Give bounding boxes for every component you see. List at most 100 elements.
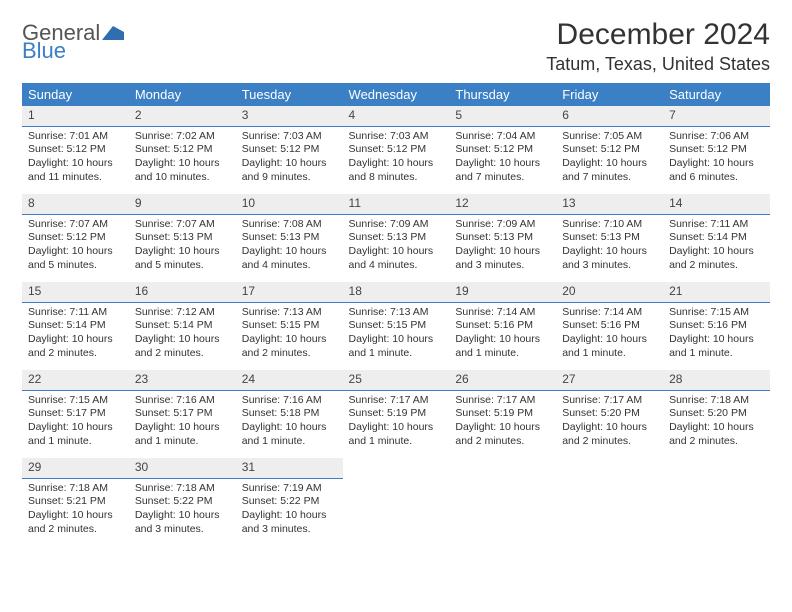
day-number: 8 <box>22 194 129 215</box>
calendar-cell: 21Sunrise: 7:15 AMSunset: 5:16 PMDayligh… <box>663 282 770 370</box>
day-line: Sunrise: 7:07 AM <box>28 218 123 232</box>
day-number: 20 <box>556 282 663 303</box>
day-line: Sunrise: 7:15 AM <box>669 306 764 320</box>
day-line: and 1 minute. <box>349 435 444 449</box>
calendar-cell: 7Sunrise: 7:06 AMSunset: 5:12 PMDaylight… <box>663 106 770 194</box>
day-line: Daylight: 10 hours <box>562 421 657 435</box>
day-number: 19 <box>449 282 556 303</box>
day-line: Daylight: 10 hours <box>455 421 550 435</box>
day-line: and 2 minutes. <box>242 347 337 361</box>
day-line: Sunset: 5:13 PM <box>349 231 444 245</box>
day-line: Sunrise: 7:11 AM <box>669 218 764 232</box>
calendar-cell: 12Sunrise: 7:09 AMSunset: 5:13 PMDayligh… <box>449 194 556 282</box>
day-line: Sunrise: 7:06 AM <box>669 130 764 144</box>
day-line: and 5 minutes. <box>135 259 230 273</box>
calendar-cell: 16Sunrise: 7:12 AMSunset: 5:14 PMDayligh… <box>129 282 236 370</box>
calendar-row: 29Sunrise: 7:18 AMSunset: 5:21 PMDayligh… <box>22 458 770 546</box>
day-line: and 2 minutes. <box>28 523 123 537</box>
logo-shape-icon <box>102 22 124 44</box>
day-line: and 2 minutes. <box>669 435 764 449</box>
day-text: Sunrise: 7:16 AMSunset: 5:18 PMDaylight:… <box>236 391 343 451</box>
weekday-header-row: Sunday Monday Tuesday Wednesday Thursday… <box>22 83 770 106</box>
day-text: Sunrise: 7:11 AMSunset: 5:14 PMDaylight:… <box>663 215 770 275</box>
day-line: and 2 minutes. <box>135 347 230 361</box>
day-line: Sunrise: 7:08 AM <box>242 218 337 232</box>
day-text: Sunrise: 7:06 AMSunset: 5:12 PMDaylight:… <box>663 127 770 187</box>
day-number: 18 <box>343 282 450 303</box>
calendar-row: 1Sunrise: 7:01 AMSunset: 5:12 PMDaylight… <box>22 106 770 194</box>
calendar-row: 8Sunrise: 7:07 AMSunset: 5:12 PMDaylight… <box>22 194 770 282</box>
day-text: Sunrise: 7:15 AMSunset: 5:16 PMDaylight:… <box>663 303 770 363</box>
day-number: 10 <box>236 194 343 215</box>
calendar-cell <box>343 458 450 546</box>
day-line: Sunrise: 7:17 AM <box>349 394 444 408</box>
location: Tatum, Texas, United States <box>546 54 770 75</box>
day-number: 2 <box>129 106 236 127</box>
calendar-cell <box>449 458 556 546</box>
day-line: Sunset: 5:13 PM <box>135 231 230 245</box>
day-text: Sunrise: 7:07 AMSunset: 5:12 PMDaylight:… <box>22 215 129 275</box>
day-text: Sunrise: 7:02 AMSunset: 5:12 PMDaylight:… <box>129 127 236 187</box>
day-line: Daylight: 10 hours <box>669 157 764 171</box>
day-line: Sunset: 5:20 PM <box>562 407 657 421</box>
day-line: Sunrise: 7:10 AM <box>562 218 657 232</box>
day-line: and 1 minute. <box>669 347 764 361</box>
day-line: Sunset: 5:17 PM <box>135 407 230 421</box>
day-line: Sunset: 5:12 PM <box>669 143 764 157</box>
day-line: and 3 minutes. <box>562 259 657 273</box>
day-line: Sunrise: 7:05 AM <box>562 130 657 144</box>
day-line: Sunrise: 7:04 AM <box>455 130 550 144</box>
day-text: Sunrise: 7:03 AMSunset: 5:12 PMDaylight:… <box>343 127 450 187</box>
day-number: 5 <box>449 106 556 127</box>
day-line: and 7 minutes. <box>455 171 550 185</box>
calendar-cell: 30Sunrise: 7:18 AMSunset: 5:22 PMDayligh… <box>129 458 236 546</box>
day-line: Sunset: 5:13 PM <box>562 231 657 245</box>
day-line: Daylight: 10 hours <box>242 245 337 259</box>
calendar-cell: 23Sunrise: 7:16 AMSunset: 5:17 PMDayligh… <box>129 370 236 458</box>
day-line: Daylight: 10 hours <box>242 157 337 171</box>
day-line: Sunrise: 7:03 AM <box>349 130 444 144</box>
day-line: Sunrise: 7:12 AM <box>135 306 230 320</box>
day-number: 15 <box>22 282 129 303</box>
calendar-cell: 8Sunrise: 7:07 AMSunset: 5:12 PMDaylight… <box>22 194 129 282</box>
day-line: Daylight: 10 hours <box>349 421 444 435</box>
day-text: Sunrise: 7:18 AMSunset: 5:21 PMDaylight:… <box>22 479 129 539</box>
calendar-cell: 22Sunrise: 7:15 AMSunset: 5:17 PMDayligh… <box>22 370 129 458</box>
day-line: and 2 minutes. <box>28 347 123 361</box>
day-line: Sunset: 5:13 PM <box>455 231 550 245</box>
day-line: and 5 minutes. <box>28 259 123 273</box>
day-line: and 4 minutes. <box>242 259 337 273</box>
day-number: 6 <box>556 106 663 127</box>
day-line: Sunrise: 7:09 AM <box>455 218 550 232</box>
header: General Blue December 2024 Tatum, Texas,… <box>22 18 770 75</box>
day-line: Sunrise: 7:18 AM <box>28 482 123 496</box>
day-line: and 1 minute. <box>349 347 444 361</box>
day-line: and 1 minute. <box>562 347 657 361</box>
calendar-cell: 5Sunrise: 7:04 AMSunset: 5:12 PMDaylight… <box>449 106 556 194</box>
day-line: Sunset: 5:16 PM <box>562 319 657 333</box>
day-line: Sunset: 5:17 PM <box>28 407 123 421</box>
day-text: Sunrise: 7:18 AMSunset: 5:22 PMDaylight:… <box>129 479 236 539</box>
day-line: Sunrise: 7:17 AM <box>455 394 550 408</box>
day-line: and 4 minutes. <box>349 259 444 273</box>
day-line: Sunset: 5:16 PM <box>455 319 550 333</box>
day-line: and 11 minutes. <box>28 171 123 185</box>
weekday-header: Tuesday <box>236 83 343 106</box>
calendar-cell: 28Sunrise: 7:18 AMSunset: 5:20 PMDayligh… <box>663 370 770 458</box>
calendar-cell: 11Sunrise: 7:09 AMSunset: 5:13 PMDayligh… <box>343 194 450 282</box>
day-line: Sunrise: 7:13 AM <box>242 306 337 320</box>
day-number: 12 <box>449 194 556 215</box>
calendar-cell: 9Sunrise: 7:07 AMSunset: 5:13 PMDaylight… <box>129 194 236 282</box>
day-number: 28 <box>663 370 770 391</box>
day-number: 24 <box>236 370 343 391</box>
day-line: Daylight: 10 hours <box>562 245 657 259</box>
day-number: 3 <box>236 106 343 127</box>
day-line: Daylight: 10 hours <box>562 333 657 347</box>
day-line: Sunset: 5:18 PM <box>242 407 337 421</box>
day-text: Sunrise: 7:09 AMSunset: 5:13 PMDaylight:… <box>343 215 450 275</box>
day-number: 30 <box>129 458 236 479</box>
day-text: Sunrise: 7:10 AMSunset: 5:13 PMDaylight:… <box>556 215 663 275</box>
day-line: Sunrise: 7:02 AM <box>135 130 230 144</box>
day-line: Sunset: 5:22 PM <box>242 495 337 509</box>
day-line: Sunset: 5:16 PM <box>669 319 764 333</box>
